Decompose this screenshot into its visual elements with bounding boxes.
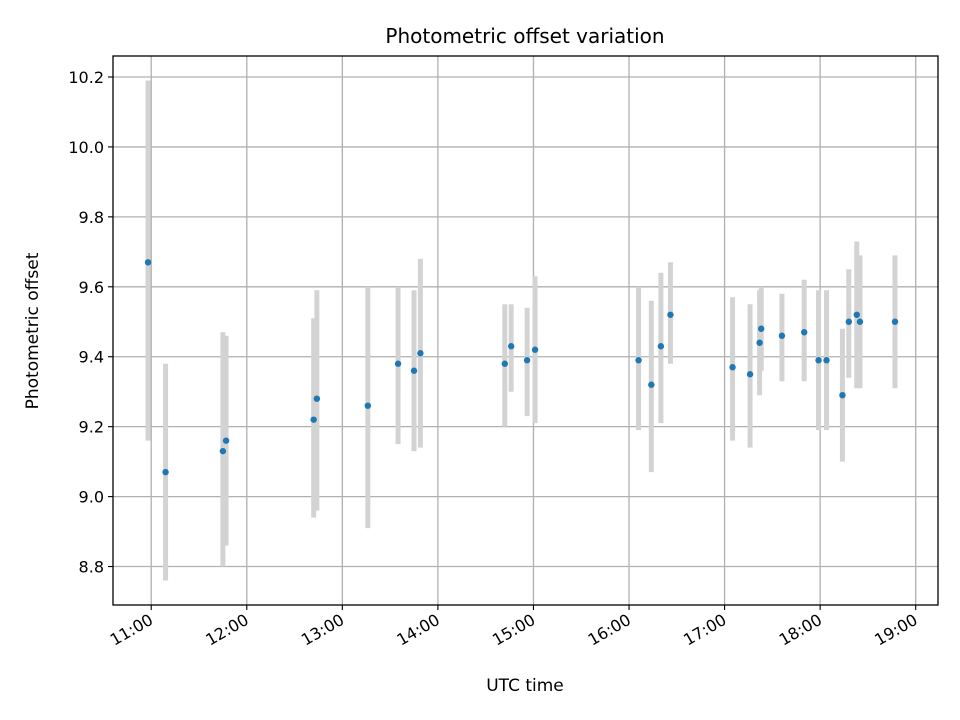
data-point xyxy=(657,343,665,350)
data-point xyxy=(815,357,822,364)
data-point xyxy=(756,339,763,346)
data-point xyxy=(531,346,539,353)
y-tick-label: 10.2 xyxy=(68,68,104,87)
data-point xyxy=(507,343,515,350)
data-point xyxy=(845,318,853,325)
y-axis-ticks: 8.8 9.0 9.2 9.4 9.6 9.8 10.0 10.2 xyxy=(68,68,113,577)
y-tick-label: 9.2 xyxy=(79,418,104,437)
data-point xyxy=(394,360,402,367)
data-point xyxy=(856,318,864,325)
data-point xyxy=(313,395,321,402)
plot-frame xyxy=(112,55,939,606)
grid-layer xyxy=(113,56,938,605)
data-point xyxy=(523,357,531,364)
data-point xyxy=(635,357,642,364)
y-tick-label: 10.0 xyxy=(68,138,104,157)
data-point xyxy=(310,416,317,423)
data-point xyxy=(410,367,418,374)
data-point xyxy=(853,311,860,318)
y-tick-label: 9.6 xyxy=(79,278,104,297)
data-point xyxy=(219,447,227,455)
data-point xyxy=(801,329,808,336)
data-point xyxy=(778,332,786,339)
data-point xyxy=(758,325,765,332)
data-point xyxy=(729,364,736,371)
y-tick-label: 9.0 xyxy=(79,488,104,507)
data-point xyxy=(501,360,508,367)
data-point xyxy=(839,391,846,399)
point-layer xyxy=(144,259,899,476)
data-point xyxy=(162,468,169,476)
data-point xyxy=(746,371,754,378)
data-point xyxy=(222,437,230,444)
y-tick-label: 8.8 xyxy=(79,558,104,577)
data-point xyxy=(891,318,899,325)
data-point xyxy=(417,350,424,357)
x-axis-label: UTC time xyxy=(486,676,564,696)
data-point xyxy=(364,402,372,409)
data-point xyxy=(144,259,152,266)
y-tick-label: 9.8 xyxy=(79,208,104,227)
y-axis-label: Photometric offset xyxy=(23,252,43,409)
data-point xyxy=(648,381,655,388)
chart-title: Photometric offset variation xyxy=(385,24,664,48)
data-point xyxy=(823,357,830,364)
data-point xyxy=(667,311,674,318)
y-tick-label: 9.4 xyxy=(79,348,104,367)
